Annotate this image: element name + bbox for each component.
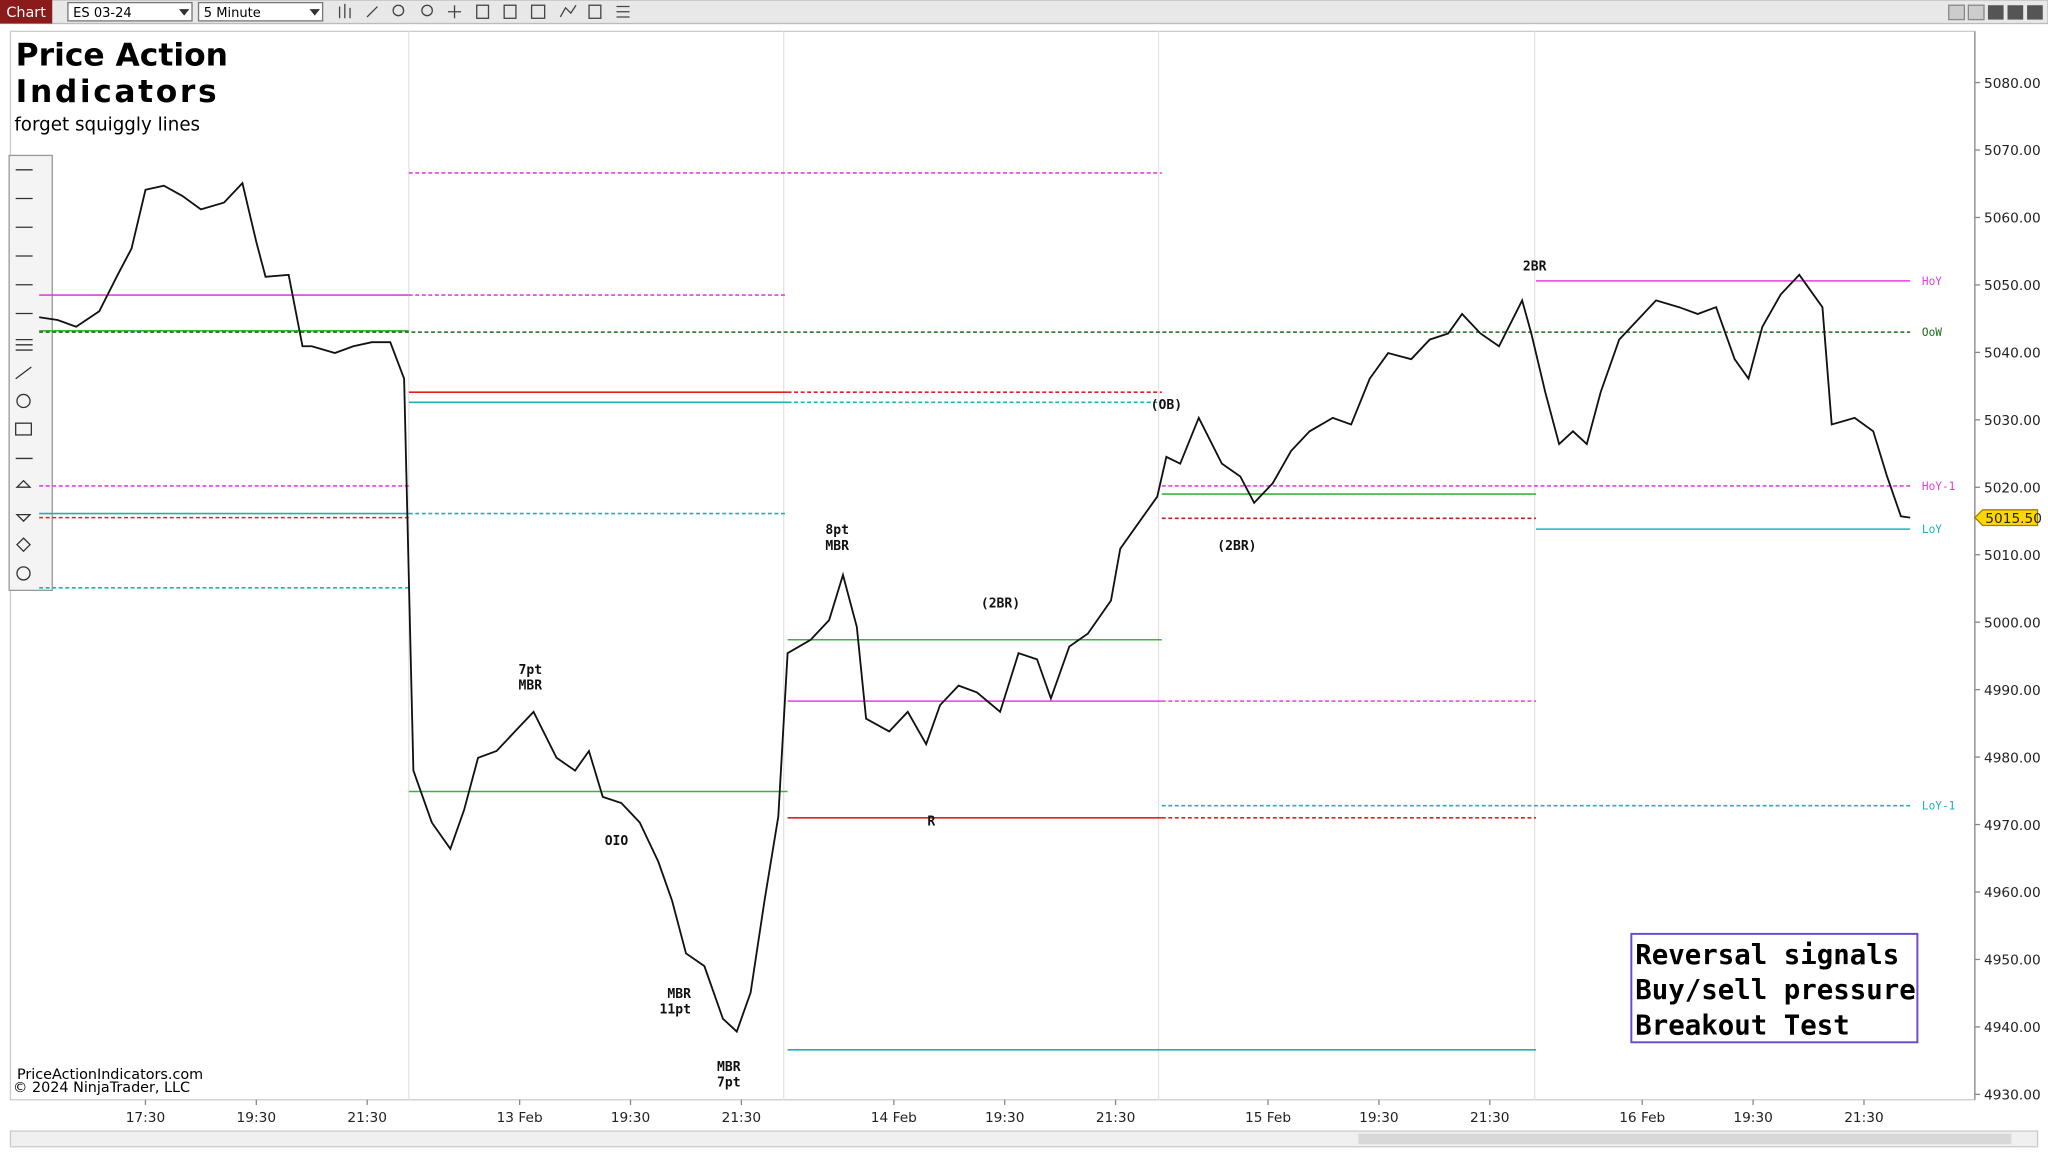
plot: 4930.00 4940.00 4950.00 4960.00 4970.00 4980.… (39, 76, 2042, 1126)
brand-title: Indicators (16, 74, 220, 110)
brand-tagline: forget squiggly lines (14, 115, 200, 136)
annotation: R (927, 814, 935, 829)
last-price-marker (1973, 509, 2039, 527)
x-tick-label: 19:30 (611, 1110, 651, 1126)
y-tick-label: 4970.00 (1984, 818, 2041, 834)
x-tick-label: 16 Feb (1619, 1110, 1665, 1126)
legend-line: Buy/sell pressure (1635, 975, 1916, 1006)
legend-line: Reversal signals (1635, 940, 1899, 971)
window-controls[interactable] (1948, 4, 2043, 21)
annotation: 8pt (825, 523, 849, 538)
y-tick-label: 5050.00 (1984, 278, 2041, 294)
level-label: HoY-1 (1922, 480, 1955, 493)
y-tick-label: 4990.00 (1984, 683, 2041, 699)
y-tick-label: 5030.00 (1984, 413, 2041, 429)
price-line (39, 181, 1911, 1034)
site-label: PriceActionIndicators.com (17, 1067, 203, 1083)
x-tick-label: 17:30 (126, 1110, 166, 1126)
x-tick-label: 19:30 (985, 1110, 1025, 1126)
session-separators (408, 31, 1536, 1100)
y-tick-label: 5070.00 (1984, 143, 2041, 159)
y-tick-label: 5040.00 (1984, 346, 2041, 362)
annotation: MBR (667, 987, 691, 1002)
x-tick-label: 21:30 (1470, 1110, 1510, 1126)
x-tick-label: 13 Feb (497, 1110, 543, 1126)
instrument-label: ES 03-24 (73, 6, 132, 21)
interval-select[interactable] (197, 1, 324, 22)
interval-label: 5 Minute (204, 6, 261, 21)
y-tick-label: 4950.00 (1984, 953, 2041, 969)
dropdown-arrow (178, 9, 190, 16)
drawing-tools[interactable] (8, 154, 53, 592)
legend-box (1630, 932, 1919, 1044)
instrument-select[interactable] (67, 1, 193, 22)
level-label: HoY (1922, 275, 1942, 288)
x-tick-label: 21:30 (347, 1110, 387, 1126)
annotation: 2BR (1523, 259, 1547, 274)
scrollbar-thumb[interactable] (1358, 1133, 2012, 1145)
toolbar-icons[interactable] (338, 3, 630, 19)
y-tick-label: 5020.00 (1984, 481, 2041, 497)
annotation: (2BR) (981, 596, 1020, 611)
x-tick-label: 14 Feb (871, 1110, 917, 1126)
dropdown-arrow (309, 9, 320, 16)
x-tick-label: 19:30 (237, 1110, 277, 1126)
x-tick-label: 21:30 (1844, 1110, 1884, 1126)
copyright: © 2024 NinjaTrader, LLC (13, 1080, 190, 1096)
annotation: MBR (825, 539, 849, 554)
y-tick-label: 4960.00 (1984, 885, 2041, 901)
chart-tab[interactable] (0, 0, 53, 24)
annotation: MBR (717, 1060, 741, 1075)
annotation: MBR (518, 679, 542, 694)
y-tick-label: 5060.00 (1984, 211, 2041, 227)
annotation: 7pt (717, 1076, 741, 1091)
annotation: OIO (605, 834, 629, 849)
chart-tab-label: Chart (6, 5, 46, 21)
x-tick-label: 21:30 (1096, 1110, 1136, 1126)
x-tick-label: 19:30 (1733, 1110, 1773, 1126)
annotation: 7pt (518, 663, 542, 678)
level-label: LoY (1922, 523, 1942, 536)
y-tick-label: 5000.00 (1984, 615, 2041, 631)
brand-title: Price Action (16, 37, 228, 73)
annotation: 11pt (660, 1003, 691, 1018)
y-tick-label: 4940.00 (1984, 1020, 2041, 1036)
annotation: (2BR) (1217, 539, 1256, 554)
y-tick-label: 5080.00 (1984, 76, 2041, 92)
y-tick-label: 4980.00 (1984, 750, 2041, 766)
x-tick-label: 19:30 (1359, 1110, 1399, 1126)
x-tick-label: 15 Feb (1245, 1110, 1291, 1126)
legend-line: Breakout Test (1635, 1010, 1850, 1041)
y-tick-label: 4930.00 (1984, 1088, 2041, 1104)
last-price-label: 5015.50 (1985, 511, 2042, 527)
level-label: OoW (1922, 326, 1942, 339)
annotation: (OB) (1151, 398, 1182, 413)
x-tick-label: 21:30 (722, 1110, 762, 1126)
level-label: LoY-1 (1922, 800, 1955, 813)
y-tick-label: 5010.00 (1984, 548, 2041, 564)
